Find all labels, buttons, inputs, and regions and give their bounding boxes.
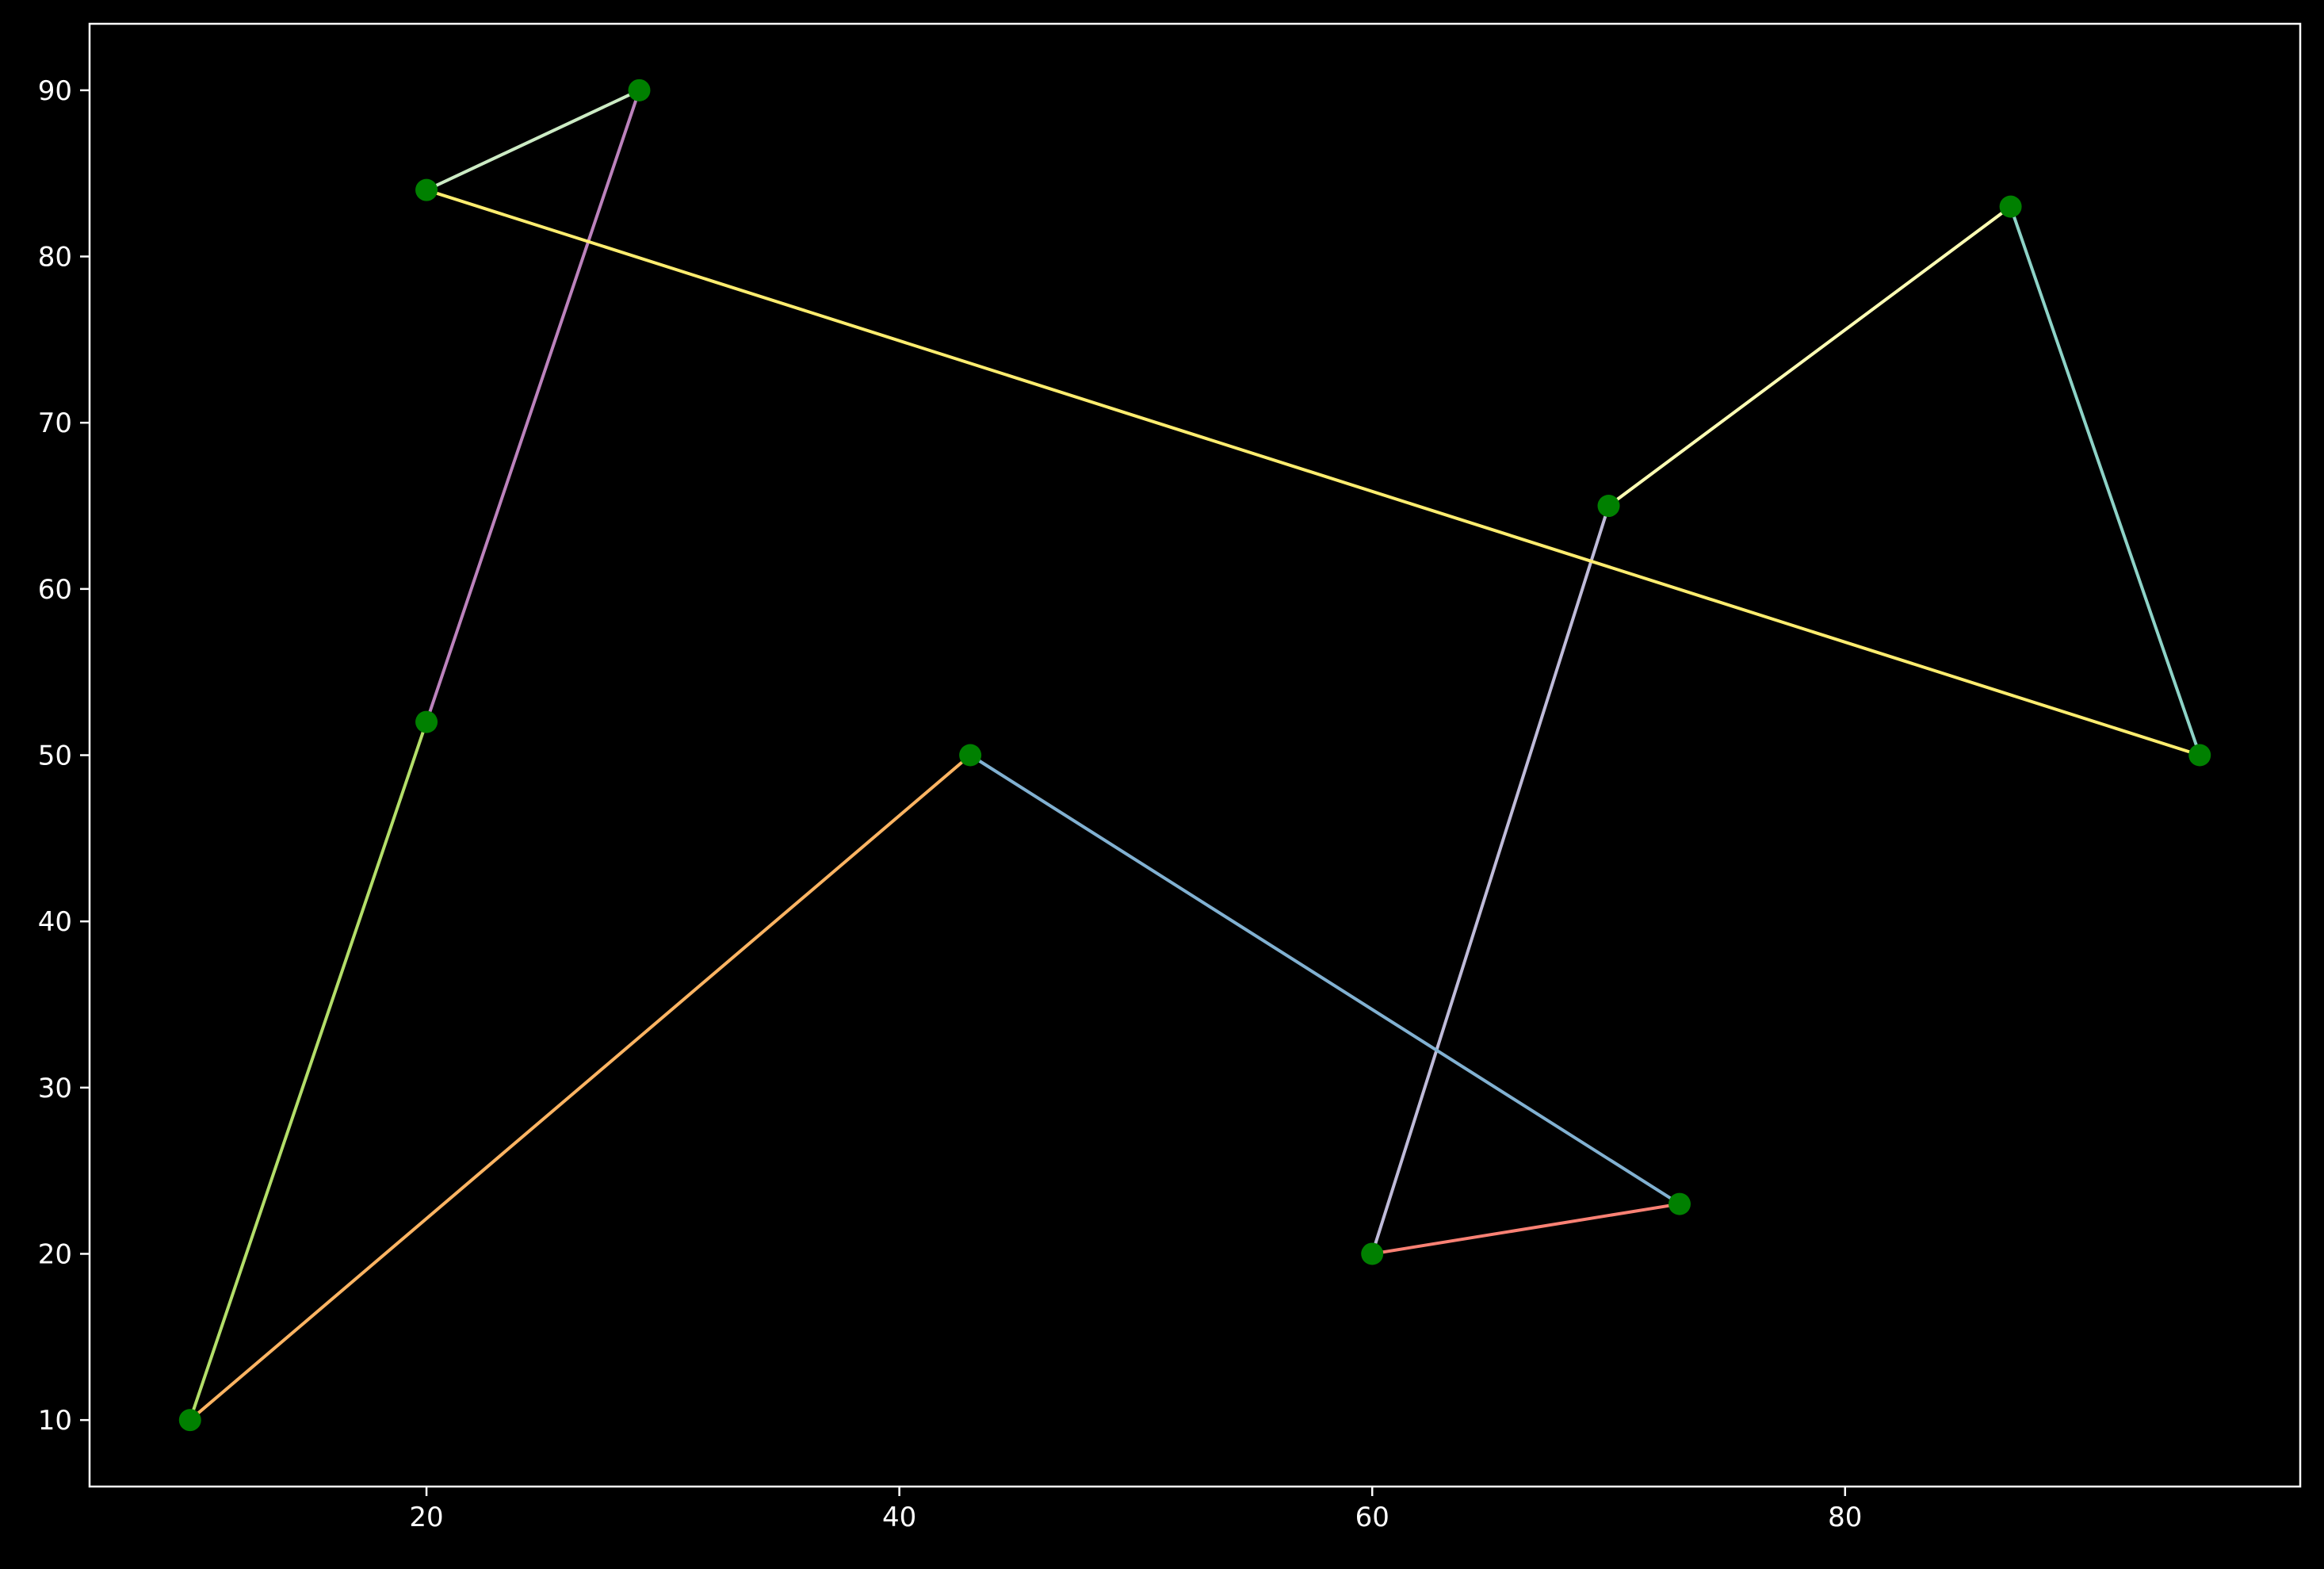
- data-point-9: [628, 78, 651, 101]
- route-segment-9: [425, 88, 641, 192]
- data-point-5: [1668, 1192, 1691, 1215]
- y-tick-label: 20: [38, 1238, 72, 1270]
- route-points: [178, 78, 2211, 1432]
- route-segment-2: [1607, 205, 2012, 508]
- data-point-4: [1361, 1242, 1384, 1265]
- y-tick-label: 40: [38, 906, 72, 938]
- route-segment-1: [2009, 205, 2202, 757]
- x-tick-label: 80: [1828, 1502, 1862, 1533]
- route-segment-10: [425, 188, 2202, 757]
- data-point-3: [1597, 495, 1620, 518]
- x-tick-label: 60: [1355, 1502, 1389, 1533]
- y-tick-label: 10: [38, 1405, 72, 1437]
- y-tick-label: 30: [38, 1073, 72, 1104]
- data-point-6: [959, 744, 982, 767]
- route-lines: [188, 88, 2202, 1422]
- x-tick-label: 40: [882, 1502, 916, 1533]
- data-point-2: [1999, 195, 2022, 218]
- y-tick-label: 50: [38, 740, 72, 772]
- y-tick-label: 80: [38, 242, 72, 274]
- data-point-1: [2188, 744, 2211, 767]
- x-axis: 20 40 60 80: [409, 1487, 1862, 1533]
- data-point-7: [178, 1409, 201, 1432]
- route-segment-4: [1370, 1202, 1681, 1256]
- y-axis: 10 20 30 40 50 60 70 80 90: [38, 75, 90, 1437]
- data-point-8: [415, 710, 438, 733]
- route-segment-6: [188, 753, 973, 1422]
- y-tick-label: 60: [38, 574, 72, 606]
- data-point-10: [415, 178, 438, 201]
- x-tick-label: 20: [409, 1502, 443, 1533]
- y-tick-label: 70: [38, 408, 72, 439]
- route-segment-7: [188, 720, 429, 1422]
- y-tick-label: 90: [38, 75, 72, 107]
- route-segment-8: [425, 88, 641, 724]
- route-segment-3: [1370, 504, 1611, 1256]
- route-segment-5: [969, 753, 1681, 1206]
